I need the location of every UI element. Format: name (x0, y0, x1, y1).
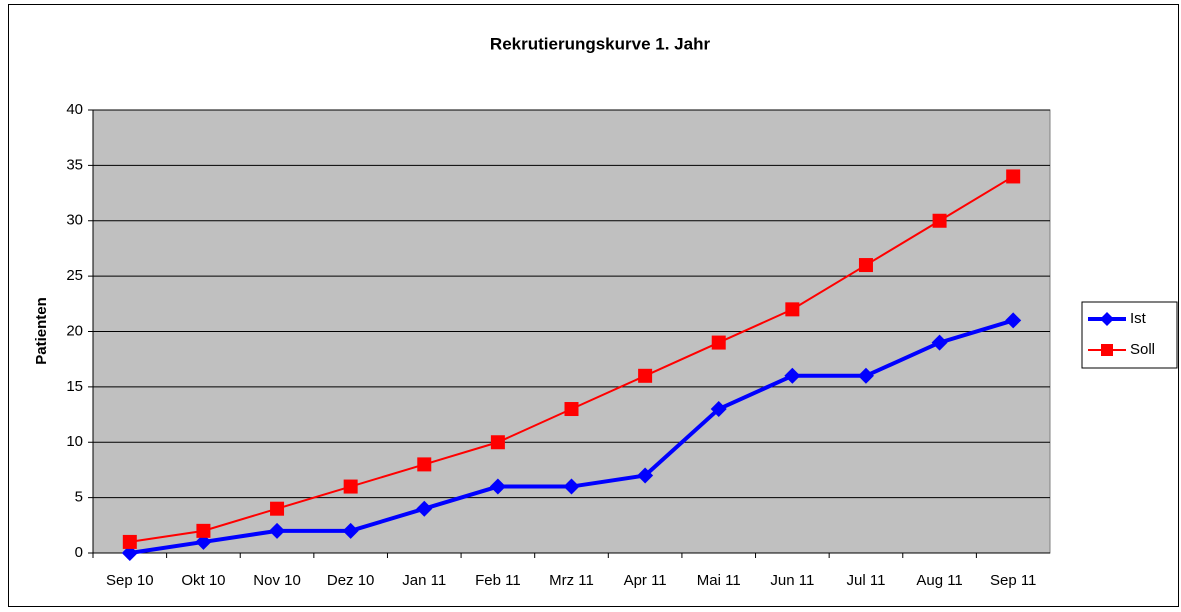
x-tick-label: Jun 11 (770, 572, 814, 589)
marker (857, 367, 874, 384)
marker (711, 335, 726, 350)
x-tick-label: Sep 10 (106, 572, 154, 589)
x-tick-label: Jan 11 (402, 572, 446, 589)
marker (343, 479, 358, 494)
x-tick-label: Okt 10 (181, 572, 225, 589)
y-tick-label: 10 (66, 433, 83, 450)
marker (122, 534, 137, 549)
marker (638, 368, 653, 383)
marker (121, 545, 138, 561)
legend-marker (1101, 344, 1113, 356)
x-tick-label: Sep 11 (990, 572, 1036, 589)
marker (931, 334, 948, 351)
legend-box (1081, 301, 1178, 369)
marker (269, 522, 286, 539)
marker (342, 522, 359, 539)
marker (417, 457, 432, 472)
y-tick-label: 5 (75, 489, 83, 506)
marker (195, 533, 212, 550)
marker (637, 467, 654, 484)
marker (784, 367, 801, 384)
x-tick-label: Feb 11 (475, 572, 521, 589)
y-tick-label: 20 (66, 322, 83, 339)
x-tick-label: Mrz 11 (549, 572, 594, 589)
marker (196, 523, 211, 538)
y-tick-label: 15 (66, 378, 83, 395)
marker (563, 478, 580, 495)
marker (858, 258, 873, 273)
chart-title: Rekrutierungskurve 1. Jahr (490, 34, 711, 53)
x-tick-label: Nov 10 (253, 572, 301, 589)
x-tick-label: Jul 11 (847, 572, 886, 589)
x-tick-label: Mai 11 (697, 572, 741, 589)
x-tick-label: Dez 10 (327, 572, 375, 589)
marker (1005, 312, 1022, 329)
marker (932, 213, 947, 228)
legend-label: Soll (1130, 341, 1155, 358)
marker (490, 435, 505, 450)
y-tick-label: 25 (66, 267, 83, 284)
marker (489, 478, 506, 495)
y-tick-label: 0 (75, 544, 83, 561)
marker (710, 401, 727, 418)
legend-marker (1100, 312, 1114, 326)
x-tick-label: Apr 11 (624, 572, 667, 589)
marker (564, 402, 579, 417)
y-tick-label: 35 (66, 156, 83, 173)
marker (416, 500, 433, 517)
x-tick-label: Aug 11 (916, 572, 962, 589)
legend-label: Ist (1130, 310, 1147, 327)
marker (270, 501, 285, 516)
marker (785, 302, 800, 317)
marker (1006, 169, 1021, 184)
y-tick-label: 40 (66, 101, 83, 118)
y-tick-label: 30 (66, 212, 83, 229)
y-axis-label: Patienten (33, 297, 50, 365)
